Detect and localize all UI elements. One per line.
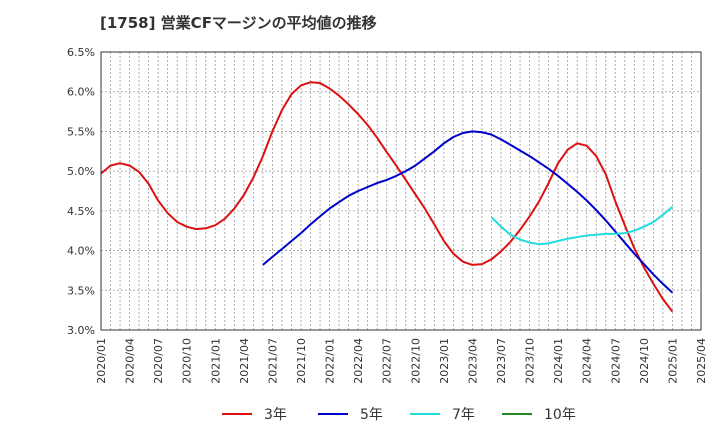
series-line-3年 bbox=[100, 81, 674, 313]
x-tick-label: 2023/07 bbox=[495, 338, 508, 384]
series-lines bbox=[100, 81, 674, 313]
y-tick-label: 3.5% bbox=[67, 284, 95, 297]
x-tick-label: 2023/04 bbox=[466, 338, 479, 384]
x-tick-label: 2024/10 bbox=[638, 338, 651, 384]
x-tick-label: 2025/01 bbox=[666, 338, 679, 384]
x-tick-label: 2024/01 bbox=[552, 338, 565, 384]
x-tick-label: 2023/01 bbox=[438, 338, 451, 384]
legend-label: 10年 bbox=[544, 407, 576, 423]
x-tick-label: 2020/04 bbox=[124, 338, 137, 384]
x-tick-label: 2022/10 bbox=[409, 338, 422, 384]
x-tick-label: 2022/07 bbox=[381, 338, 394, 384]
x-tick-label: 2020/01 bbox=[95, 338, 108, 384]
y-axis-ticks: 3.0% 3.5% 4.0% 4.5% 5.0% 5.5% 6.0% 6.5% bbox=[67, 46, 95, 337]
y-tick-label: 6.0% bbox=[67, 86, 95, 99]
y-tick-label: 4.5% bbox=[67, 205, 95, 218]
y-tick-label: 5.5% bbox=[67, 125, 95, 138]
y-tick-label: 3.0% bbox=[67, 324, 95, 337]
legend: 3年 5年 7年 10年 bbox=[222, 407, 576, 423]
x-tick-label: 2020/10 bbox=[181, 338, 194, 384]
legend-label: 3年 bbox=[264, 407, 287, 423]
y-tick-label: 4.0% bbox=[67, 245, 95, 258]
x-tick-label: 2025/04 bbox=[695, 338, 708, 384]
x-tick-label: 2021/10 bbox=[295, 338, 308, 384]
x-tick-label: 2022/04 bbox=[352, 338, 365, 384]
series-line-7年 bbox=[490, 206, 674, 246]
y-tick-label: 6.5% bbox=[67, 46, 95, 59]
x-tick-label: 2021/07 bbox=[266, 338, 279, 384]
chart-title: [1758] 営業CFマージンの平均値の推移 bbox=[100, 14, 377, 32]
y-tick-label: 5.0% bbox=[67, 165, 95, 178]
x-tick-label: 2024/04 bbox=[581, 338, 594, 384]
series-line-5年 bbox=[262, 130, 674, 294]
legend-label: 5年 bbox=[360, 407, 383, 423]
x-tick-label: 2021/01 bbox=[209, 338, 222, 384]
x-tick-label: 2021/04 bbox=[238, 338, 251, 384]
plot-frame bbox=[100, 51, 702, 331]
x-tick-label: 2022/01 bbox=[324, 338, 337, 384]
legend-label: 7年 bbox=[452, 407, 475, 423]
x-tick-label: 2020/07 bbox=[152, 338, 165, 384]
x-tick-label: 2023/10 bbox=[524, 338, 537, 384]
x-tick-label: 2024/07 bbox=[609, 338, 622, 384]
x-axis-ticks: 2020/01 2020/04 2020/07 2020/10 2021/01 2021/… bbox=[95, 338, 708, 384]
